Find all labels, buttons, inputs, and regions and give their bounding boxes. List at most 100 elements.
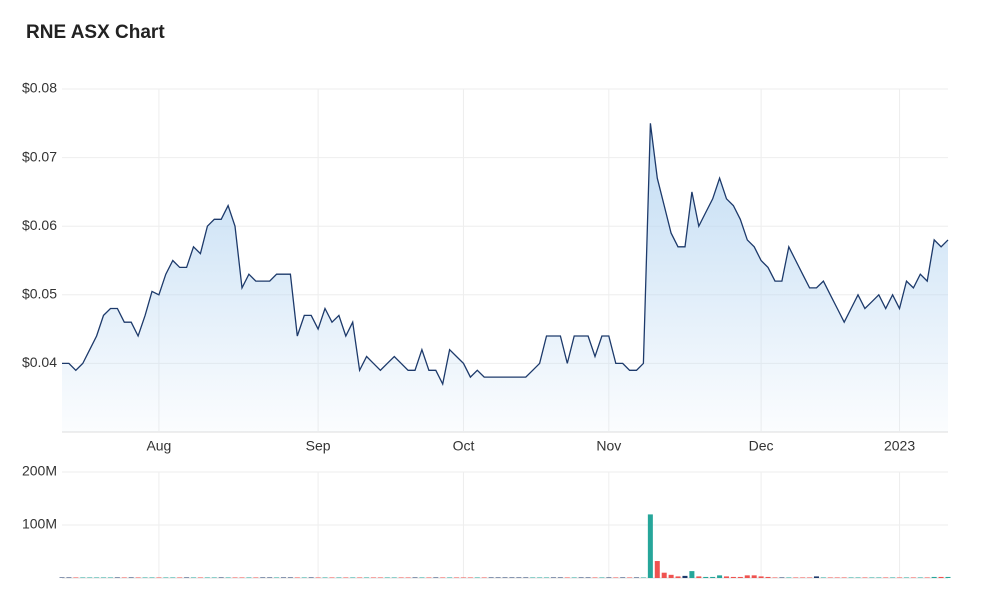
volume-bar <box>599 577 605 578</box>
volume-bar <box>910 577 916 578</box>
volume-bar <box>232 577 238 578</box>
volume-bar <box>114 577 120 578</box>
volume-bar <box>350 577 356 578</box>
volume-bar <box>412 577 418 578</box>
volume-bar <box>530 577 536 578</box>
chart-title: RNE ASX Chart <box>26 22 165 43</box>
volume-bar <box>876 577 882 578</box>
volume-bar <box>744 575 750 578</box>
volume-bar <box>869 577 875 578</box>
x-tick-label: Aug <box>146 438 171 454</box>
x-tick-label: Oct <box>453 438 475 454</box>
volume-bar <box>267 577 273 578</box>
volume-bar <box>924 577 930 578</box>
volume-bar <box>772 577 778 578</box>
volume-bar <box>647 514 653 578</box>
volume-bar <box>634 577 640 578</box>
volume-bar <box>827 577 833 578</box>
volume-bar <box>800 577 806 578</box>
volume-bar <box>661 572 667 578</box>
volume-bar <box>786 577 792 578</box>
volume-bar <box>813 576 819 578</box>
volume-bar <box>370 577 376 578</box>
volume-bar <box>197 577 203 578</box>
volume-bar <box>751 575 757 578</box>
volume-bar <box>419 577 425 578</box>
volume-bar <box>80 577 86 578</box>
volume-bar <box>107 577 113 578</box>
volume-bar <box>938 576 944 578</box>
volume-bar <box>177 577 183 578</box>
volume-bar <box>883 577 889 578</box>
volume-bar <box>550 577 556 578</box>
volume-bar <box>149 577 155 578</box>
volume-bar <box>793 577 799 578</box>
volume-bar <box>779 577 785 578</box>
volume-bar <box>890 577 896 578</box>
volume-bar <box>357 577 363 578</box>
y-tick-label: $0.06 <box>22 217 57 233</box>
volume-bar <box>121 577 127 578</box>
volume-bar <box>627 577 633 578</box>
volume-bar <box>59 577 65 578</box>
volume-bar <box>737 576 743 578</box>
volume-bar <box>128 577 134 578</box>
volume-bar <box>903 577 909 578</box>
volume-bar <box>855 577 861 578</box>
volume-bar <box>253 577 259 578</box>
volume-bar <box>101 577 107 578</box>
volume-bar <box>730 576 736 578</box>
volume-bar <box>945 576 951 578</box>
volume-bar <box>87 577 93 578</box>
volume-bar <box>675 576 681 578</box>
volume-bar <box>689 571 695 578</box>
price-area <box>62 123 948 433</box>
y-tick-label: $0.07 <box>22 148 57 164</box>
volume-bar <box>564 577 570 578</box>
y-tick-label: 100M <box>22 516 57 532</box>
volume-bar <box>364 577 370 578</box>
volume-bar <box>391 577 397 578</box>
volume-bar <box>571 577 577 578</box>
volume-bar <box>537 577 543 578</box>
volume-bar <box>156 577 162 578</box>
volume-bar <box>592 577 598 578</box>
y-tick-label: 200M <box>22 463 57 479</box>
volume-bar <box>218 577 224 578</box>
volume-bar <box>640 577 646 578</box>
volume-bar <box>287 577 293 578</box>
volume-bar <box>322 577 328 578</box>
price-line <box>62 123 949 386</box>
volume-bar <box>239 577 245 578</box>
volume-bar <box>343 577 349 578</box>
volume-bar <box>73 577 79 578</box>
x-tick-label: Sep <box>306 438 331 454</box>
volume-bar <box>308 577 314 578</box>
volume-bar <box>204 577 210 578</box>
volume-bar <box>931 576 937 578</box>
volume-bar <box>668 574 674 578</box>
volume-bar <box>758 576 764 578</box>
volume-bar <box>447 577 453 578</box>
volume-bar <box>820 577 826 578</box>
volume-bar <box>301 577 307 578</box>
volume-bar <box>211 577 217 578</box>
volume-bar <box>433 577 439 578</box>
volume-bar <box>246 577 252 578</box>
volume-bar <box>398 577 404 578</box>
volume-bar <box>834 577 840 578</box>
volume-bar <box>170 577 176 578</box>
volume-bar <box>225 577 231 578</box>
volume-bar <box>294 577 300 578</box>
volume-bar <box>460 577 466 578</box>
volume-bar <box>163 577 169 578</box>
volume-bar <box>94 577 100 578</box>
volume-bar <box>917 577 923 578</box>
volume-bar <box>142 577 148 578</box>
volume-bar <box>488 577 494 578</box>
volume-bar <box>841 577 847 578</box>
volume-bar <box>467 577 473 578</box>
volume-bar <box>405 577 411 578</box>
